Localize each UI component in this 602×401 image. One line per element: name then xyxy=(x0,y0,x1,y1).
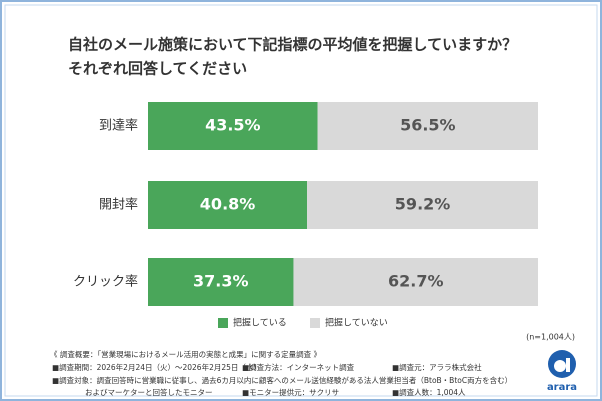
bar-segment xyxy=(148,102,318,150)
bar-segment xyxy=(307,181,538,229)
data-label: 43.5% xyxy=(205,116,261,135)
data-label: 56.5% xyxy=(400,116,456,135)
data-label: 37.3% xyxy=(193,272,249,291)
footer-text: ■調査人数：1,004人 xyxy=(392,387,466,397)
footer-text: ■調査元：アララ株式会社 xyxy=(392,362,482,372)
bar-segment xyxy=(293,258,538,306)
note: (n=1,004人) xyxy=(526,333,575,342)
logo-text: arara xyxy=(547,382,577,393)
data-label: 59.2% xyxy=(395,195,451,214)
footer-text: ■調査期間：2026年2月24日（火）～2026年2月25日（水） xyxy=(52,362,261,372)
footer-text: およびマーケターと回答したモニター xyxy=(85,387,213,397)
chart-title: 自社のメール施策において下記指標の平均値を把握していますか？ xyxy=(68,36,517,54)
data-label: 62.7% xyxy=(388,272,444,291)
footer-text: ■調査方法：インターネット調査 xyxy=(242,362,355,372)
y-tick-label: 到達率 xyxy=(99,118,138,134)
logo: arara xyxy=(547,350,577,393)
data-label: 40.8% xyxy=(200,195,256,214)
legend-label: 把握していない xyxy=(325,317,388,329)
legend-label: 把握している xyxy=(233,317,287,329)
legend-swatch xyxy=(310,318,320,328)
bar-segment xyxy=(148,258,294,306)
logo-mark xyxy=(554,360,566,372)
bar-segment xyxy=(317,102,538,150)
y-tick-label: 開封率 xyxy=(99,197,138,213)
footer-text: 《 調査概要：「営業現場におけるメール活用の実態と成果」に関する定量調査 》 xyxy=(50,349,321,359)
legend-swatch xyxy=(218,318,228,328)
inner-frame xyxy=(4,4,598,397)
bar-segment xyxy=(148,181,308,229)
logo-mark xyxy=(566,358,570,372)
footer-text: ■モニター提供元：サクリサ xyxy=(242,387,339,397)
y-tick-label: クリック率 xyxy=(73,274,138,290)
chart-title: それぞれ回答してください xyxy=(68,60,247,78)
footer-text: ■調査対象：調査回答時に営業職に従事し、過去6カ月以内に顧客へのメール送信経験が… xyxy=(52,375,512,385)
